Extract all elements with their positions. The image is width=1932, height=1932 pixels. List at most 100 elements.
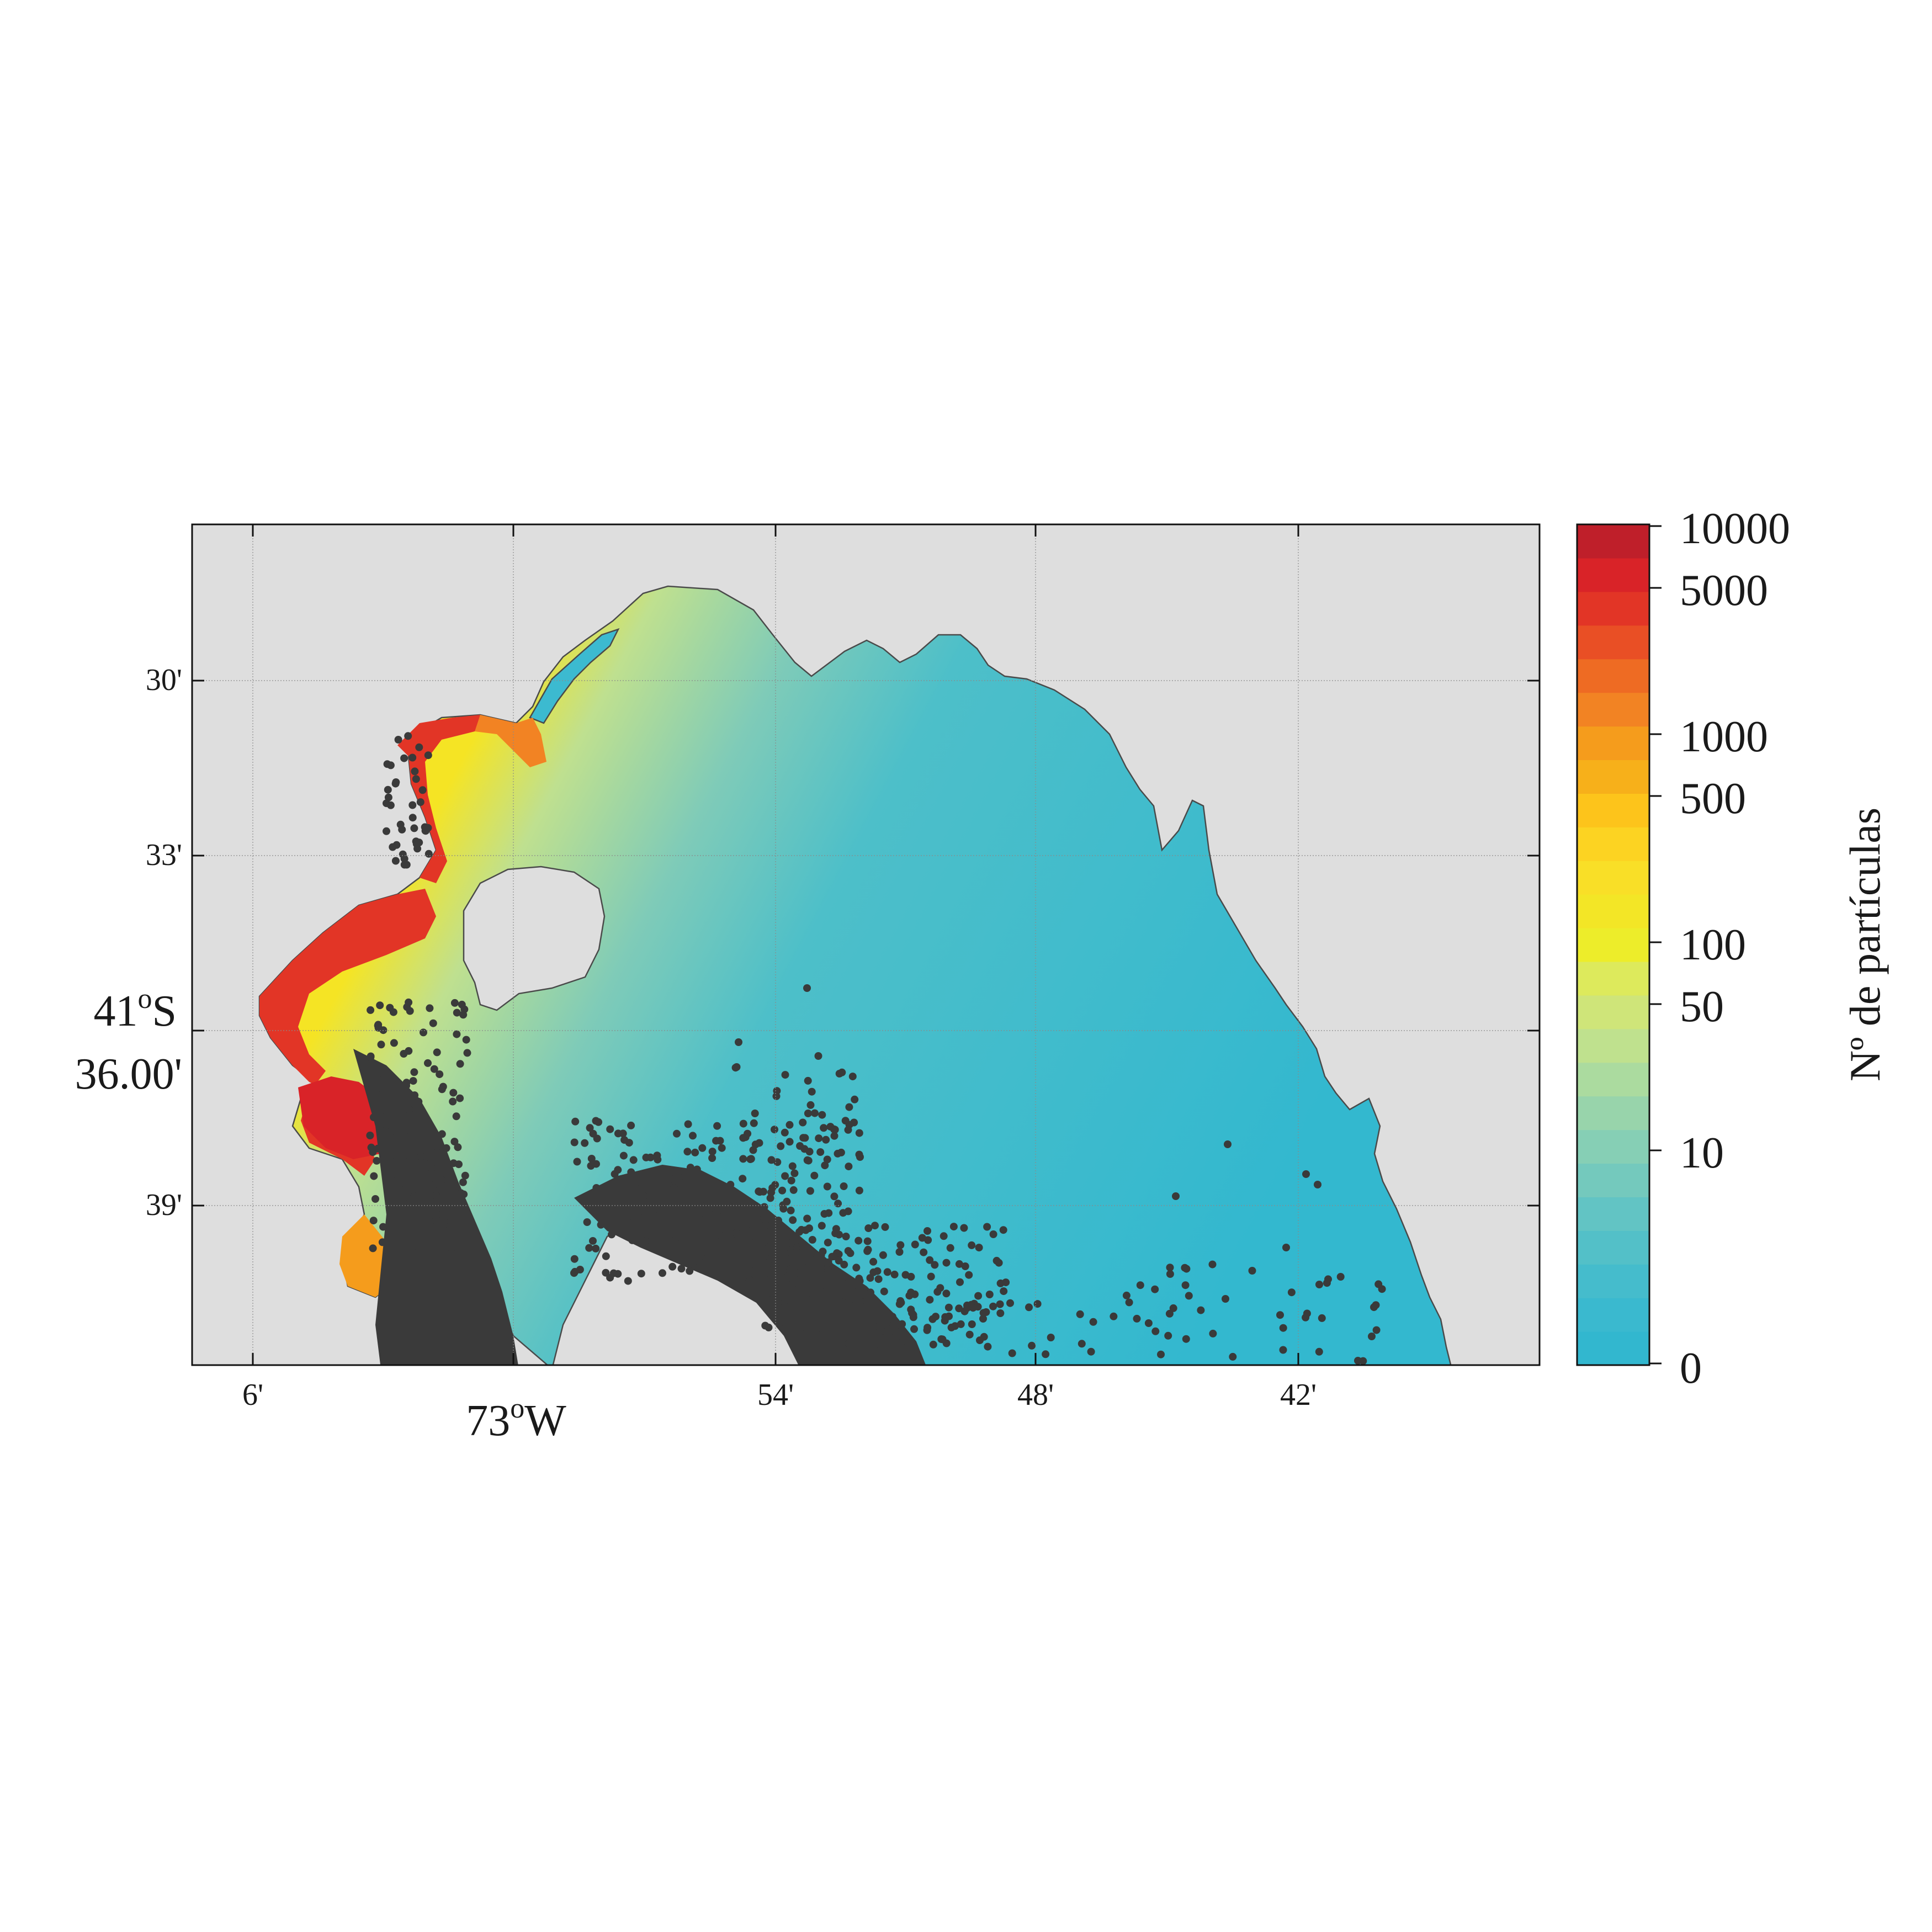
particle-point-330 — [908, 1309, 916, 1317]
particle-point-160 — [769, 1265, 777, 1273]
particle-point-382 — [375, 1104, 383, 1112]
particle-point-268 — [877, 1326, 885, 1335]
colorbar-swatch-2 — [1577, 1264, 1649, 1298]
particle-point-430 — [384, 1135, 392, 1144]
particle-point-369 — [975, 1244, 983, 1252]
particle-point-150 — [821, 1161, 829, 1170]
particle-point-207 — [726, 1181, 735, 1189]
particle-point-400 — [428, 1169, 436, 1177]
particle-point-518 — [392, 841, 401, 849]
particle-point-249 — [985, 1291, 994, 1298]
particle-point-396 — [436, 1070, 444, 1079]
particle-point-610 — [804, 1110, 812, 1117]
particle-point-93 — [787, 1176, 795, 1185]
particle-point-125 — [571, 1117, 580, 1126]
particle-point-582 — [1182, 1265, 1191, 1273]
particle-point-167 — [665, 1235, 673, 1243]
colorbar-label-100: 100 — [1680, 921, 1746, 969]
particle-point-633 — [1368, 1333, 1376, 1340]
particle-point-159 — [684, 1120, 692, 1128]
particle-point-27 — [718, 1144, 726, 1152]
particle-point-380 — [371, 1195, 379, 1203]
particle-point-558 — [1076, 1310, 1084, 1318]
particle-point-473 — [392, 1128, 401, 1137]
particle-point-527 — [384, 793, 392, 802]
particle-point-82 — [627, 1168, 635, 1176]
particle-point-116 — [802, 1278, 810, 1286]
colorbar-title: Nº de partículas — [1841, 808, 1889, 1081]
particle-point-463 — [374, 1144, 382, 1153]
grid-lines — [192, 524, 1540, 1365]
particle-point-133 — [713, 1198, 721, 1207]
particle-point-468 — [391, 1158, 399, 1166]
particle-point-617 — [806, 1101, 815, 1109]
coastal-band-north-red — [397, 715, 497, 883]
particle-point-594 — [1279, 1324, 1287, 1332]
particle-point-513 — [384, 785, 392, 794]
particle-point-631 — [1282, 1244, 1290, 1251]
particle-point-297 — [947, 1323, 956, 1331]
particle-point-585 — [1136, 1281, 1144, 1289]
particle-point-586 — [1025, 1303, 1033, 1312]
particle-point-540 — [1047, 1334, 1055, 1341]
particle-point-97 — [654, 1155, 662, 1164]
particle-point-358 — [923, 1326, 931, 1334]
particle-point-189 — [592, 1160, 600, 1168]
colorbar-swatch-14 — [1577, 861, 1649, 895]
particle-point-332 — [797, 1263, 805, 1271]
particle-point-521 — [418, 786, 427, 794]
particle-point-325 — [940, 1232, 948, 1240]
particle-point-232 — [968, 1241, 976, 1249]
particle-point-548 — [1006, 1299, 1014, 1307]
particle-point-80 — [781, 1172, 789, 1180]
particle-point-488 — [449, 1159, 458, 1167]
particle-point-431 — [376, 1001, 384, 1010]
sea-inlet-north — [529, 628, 620, 724]
particle-point-107 — [595, 1118, 603, 1126]
particle-point-169 — [739, 1245, 747, 1254]
particle-point-591 — [1315, 1347, 1323, 1356]
colorbar-swatch-17 — [1577, 760, 1649, 794]
particle-point-23 — [691, 1148, 699, 1156]
particle-point-241 — [808, 1289, 816, 1298]
particle-point-143 — [844, 1247, 852, 1255]
colorbar-swatch-24 — [1577, 524, 1649, 559]
particle-point-487 — [379, 1223, 387, 1231]
particle-point-194 — [611, 1170, 619, 1178]
particle-point-105 — [581, 1139, 589, 1147]
colorbar-swatch-15 — [1577, 827, 1649, 861]
particle-point-484 — [411, 1091, 419, 1100]
particle-point-603 — [808, 1087, 816, 1096]
particle-point-51 — [573, 1158, 581, 1166]
colorbar-swatch-7 — [1577, 1096, 1649, 1130]
particle-point-365 — [937, 1335, 946, 1343]
particle-point-301 — [776, 1266, 784, 1275]
particle-point-224 — [869, 1257, 878, 1266]
particle-point-472 — [453, 1009, 461, 1017]
particle-point-256 — [852, 1264, 861, 1272]
particle-point-16 — [810, 1171, 819, 1180]
particle-point-611 — [731, 1064, 740, 1072]
colorbar-label-50: 50 — [1680, 983, 1724, 1031]
particle-point-156 — [822, 1135, 830, 1144]
particle-point-280 — [899, 1337, 907, 1345]
particle-point-480 — [457, 1189, 465, 1197]
particle-point-191 — [845, 1163, 853, 1171]
particle-point-173 — [634, 1213, 643, 1221]
colorbar-swatch-21 — [1577, 625, 1649, 660]
particle-point-216 — [686, 1267, 694, 1275]
x-tick-label-54: 54' — [757, 1378, 794, 1412]
particle-point-127 — [637, 1270, 645, 1278]
particle-point-416 — [410, 1068, 418, 1076]
particle-point-30 — [665, 1204, 673, 1213]
particle-point-46 — [701, 1214, 709, 1223]
particle-point-259 — [873, 1267, 882, 1275]
particle-point-223 — [955, 1260, 963, 1268]
particle-point-630 — [1172, 1192, 1180, 1200]
particle-point-553 — [1276, 1311, 1284, 1319]
particle-point-475 — [424, 1059, 432, 1067]
particle-point-457 — [407, 1220, 415, 1228]
particle-point-453 — [463, 1049, 471, 1057]
particle-point-452 — [370, 1172, 378, 1180]
